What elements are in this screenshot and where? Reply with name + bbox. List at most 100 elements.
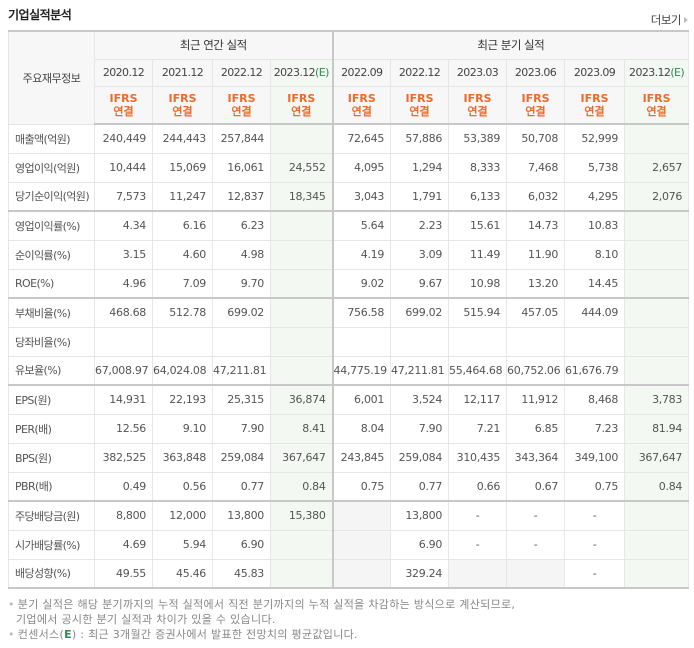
value-cell: 6.90 xyxy=(390,529,450,560)
value-cell: 3.15 xyxy=(94,239,153,270)
value-cell: 12,117 xyxy=(448,384,508,415)
footnotes: • 분기 실적은 해당 분기까지의 누적 실적에서 직전 분기까지의 누적 실적을… xyxy=(8,597,515,642)
more-link[interactable]: 더보기 xyxy=(651,12,688,28)
row-label: 유보율(%) xyxy=(8,355,95,386)
table-row: 부채비율(%) 468.68 512.78 699.02 756.58 699.02 515… xyxy=(8,297,690,328)
annual-group-header: 최근 연간 실적 xyxy=(93,30,334,60)
value-cell: 259,084 xyxy=(212,442,271,473)
value-cell: 367,647 xyxy=(624,442,690,473)
value-cell: 6.90 xyxy=(212,529,271,560)
value-cell: 3.09 xyxy=(390,239,450,270)
value-cell: - xyxy=(564,529,626,560)
value-cell: 0.77 xyxy=(212,471,271,502)
value-cell: 10.83 xyxy=(564,210,626,241)
value-cell: - xyxy=(448,529,508,560)
value-cell xyxy=(331,326,392,357)
value-cell: 363,848 xyxy=(152,442,213,473)
period-header: 2021.12 xyxy=(152,58,213,87)
value-cell: 444.09 xyxy=(564,297,626,328)
value-cell: 0.66 xyxy=(448,471,508,502)
value-cell: 6,133 xyxy=(448,181,508,212)
arrow-right-icon xyxy=(684,17,688,23)
value-cell xyxy=(448,326,508,357)
value-cell: 4,095 xyxy=(331,152,392,183)
value-cell xyxy=(269,268,334,299)
table-row: 영업이익(억원) 10,444 15,069 16,061 24,552 4,095 1,2… xyxy=(8,152,690,183)
period-header: 2022.09 xyxy=(331,58,392,87)
value-cell: 1,294 xyxy=(390,152,450,183)
estimate-marker: (E) xyxy=(315,66,329,79)
value-cell: 9.70 xyxy=(212,268,271,299)
value-cell: 310,435 xyxy=(448,442,508,473)
value-cell: 349,100 xyxy=(564,442,626,473)
value-cell: 6,032 xyxy=(506,181,566,212)
value-cell: 8.10 xyxy=(564,239,626,270)
value-cell: 7.09 xyxy=(152,268,213,299)
value-cell xyxy=(624,239,690,270)
value-cell xyxy=(269,355,334,386)
value-cell: 7.90 xyxy=(212,413,271,444)
table-row: ROE(%) 4.96 7.09 9.70 9.02 9.67 10.98 13.20 14.4… xyxy=(8,268,690,299)
value-cell: 6.16 xyxy=(152,210,213,241)
value-cell: 47,211.81 xyxy=(212,355,271,386)
value-cell: 16,061 xyxy=(212,152,271,183)
value-cell xyxy=(212,326,271,357)
period-header: 2020.12 xyxy=(94,58,153,87)
value-cell xyxy=(269,558,334,589)
value-cell xyxy=(624,123,690,154)
value-cell: 50,708 xyxy=(506,123,566,154)
row-label: 당좌비율(%) xyxy=(8,326,95,357)
value-cell: 8,333 xyxy=(448,152,508,183)
value-cell xyxy=(390,326,450,357)
value-cell xyxy=(624,297,690,328)
value-cell: 60,752.06 xyxy=(506,355,566,386)
row-label: 배당성향(%) xyxy=(8,558,95,589)
value-cell xyxy=(152,326,213,357)
table-row: 순이익률(%) 3.15 4.60 4.98 4.19 3.09 11.49 11.90 8.1… xyxy=(8,239,690,270)
value-cell: 9.10 xyxy=(152,413,213,444)
value-cell: 67,008.97 xyxy=(94,355,153,386)
financial-performance-table: 주요재무정보 최근 연간 실적 최근 분기 실적 2020.12 2021.12 2… xyxy=(8,30,690,589)
accounting-standard-label: IFRS 연결 xyxy=(152,85,213,125)
value-cell xyxy=(624,355,690,386)
value-cell xyxy=(331,529,392,560)
value-cell: 0.75 xyxy=(564,471,626,502)
value-cell: 13.20 xyxy=(506,268,566,299)
table-row: 주당배당금(원) 8,800 12,000 13,800 15,380 13,800- - - xyxy=(8,500,690,531)
value-cell: 699.02 xyxy=(212,297,271,328)
value-cell: 259,084 xyxy=(390,442,450,473)
value-cell: - xyxy=(506,500,566,531)
value-cell: 47,211.81 xyxy=(390,355,450,386)
value-cell: 72,645 xyxy=(331,123,392,154)
bullet-icon: • xyxy=(8,598,15,611)
value-cell: 15.61 xyxy=(448,210,508,241)
period-header: 2023.12(E) xyxy=(269,58,334,87)
value-cell: 11,247 xyxy=(152,181,213,212)
value-cell: 12,000 xyxy=(152,500,213,531)
value-cell: 57,886 xyxy=(390,123,450,154)
table-row: 배당성향(%) 49.55 45.46 45.83 329.24 - xyxy=(8,558,690,589)
value-cell: 3,783 xyxy=(624,384,690,415)
row-label: 주당배당금(원) xyxy=(8,500,95,531)
period-header: 2023.09 xyxy=(564,58,626,87)
value-cell: 81.94 xyxy=(624,413,690,444)
value-cell xyxy=(564,326,626,357)
value-cell: - xyxy=(564,558,626,589)
period-header: 2022.12 xyxy=(390,58,450,87)
value-cell: 8.41 xyxy=(269,413,334,444)
value-cell xyxy=(94,326,153,357)
table-row: 당기순이익(억원) 7,573 11,247 12,837 18,345 3,043 1,7… xyxy=(8,181,690,212)
value-cell: 18,345 xyxy=(269,181,334,212)
value-cell: 756.58 xyxy=(331,297,392,328)
value-cell: 15,069 xyxy=(152,152,213,183)
value-cell xyxy=(624,529,690,560)
value-cell: 25,315 xyxy=(212,384,271,415)
value-cell: - xyxy=(564,500,626,531)
period-header: 2023.03 xyxy=(448,58,508,87)
period-header: 2022.12 xyxy=(212,58,271,87)
value-cell: 6.85 xyxy=(506,413,566,444)
value-cell: 64,024.08 xyxy=(152,355,213,386)
row-label: 영업이익(억원) xyxy=(8,152,95,183)
value-cell: 382,525 xyxy=(94,442,153,473)
value-cell: 7.90 xyxy=(390,413,450,444)
